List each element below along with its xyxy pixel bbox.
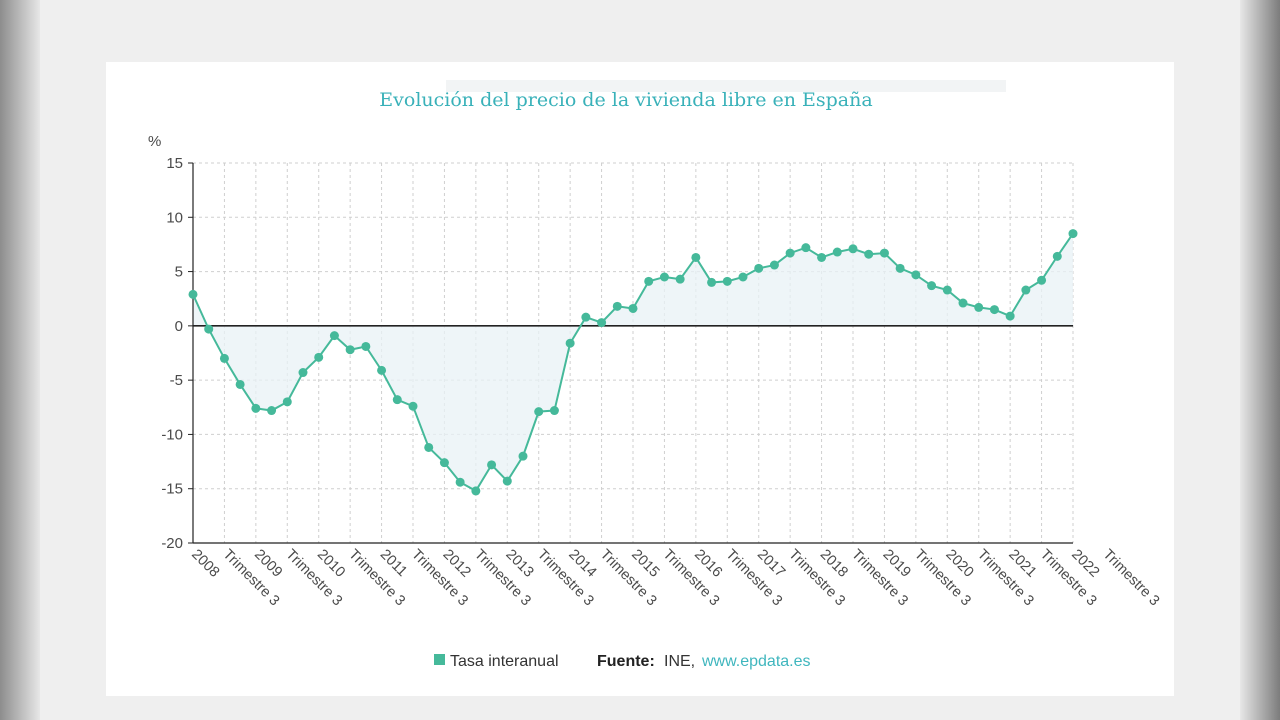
data-point[interactable] bbox=[942, 285, 952, 295]
y-tick-label: 15 bbox=[166, 155, 183, 172]
data-point[interactable] bbox=[314, 352, 324, 362]
data-point[interactable] bbox=[1068, 229, 1078, 239]
y-tick-label: -20 bbox=[161, 535, 183, 552]
y-tick-label: -10 bbox=[161, 426, 183, 443]
data-point[interactable] bbox=[644, 276, 654, 286]
data-point[interactable] bbox=[785, 248, 795, 258]
data-point[interactable] bbox=[989, 305, 999, 315]
y-tick-label: 0 bbox=[175, 318, 183, 335]
data-point[interactable] bbox=[1037, 275, 1047, 285]
data-point[interactable] bbox=[974, 302, 984, 312]
data-point[interactable] bbox=[832, 247, 842, 257]
data-point[interactable] bbox=[455, 477, 465, 487]
y-tick-label: -5 bbox=[170, 372, 183, 389]
data-point[interactable] bbox=[848, 244, 858, 254]
data-point[interactable] bbox=[738, 272, 748, 282]
y-tick-label: 5 bbox=[175, 264, 183, 281]
x-tick-label: 2008 bbox=[188, 547, 222, 581]
data-point[interactable] bbox=[204, 324, 214, 334]
area-under-line bbox=[193, 233, 1073, 491]
data-point[interactable] bbox=[707, 277, 717, 287]
data-point[interactable] bbox=[188, 289, 198, 299]
data-point[interactable] bbox=[549, 406, 559, 416]
data-point[interactable] bbox=[1021, 285, 1031, 295]
data-point[interactable] bbox=[298, 368, 308, 378]
data-point[interactable] bbox=[722, 276, 732, 286]
data-point[interactable] bbox=[424, 442, 434, 452]
data-point[interactable] bbox=[581, 312, 591, 322]
data-point[interactable] bbox=[628, 303, 638, 313]
data-point[interactable] bbox=[361, 341, 371, 351]
data-point[interactable] bbox=[612, 301, 622, 311]
data-point[interactable] bbox=[219, 353, 229, 363]
card-top-strip bbox=[446, 80, 1006, 92]
data-point[interactable] bbox=[345, 345, 355, 355]
data-point[interactable] bbox=[597, 318, 607, 328]
data-point[interactable] bbox=[267, 406, 277, 416]
data-point[interactable] bbox=[487, 460, 497, 470]
legend-swatch bbox=[434, 654, 445, 665]
legend: Tasa interanual Fuente: INE, www.epdata.… bbox=[434, 653, 811, 670]
data-point[interactable] bbox=[958, 298, 968, 308]
data-point[interactable] bbox=[879, 248, 889, 258]
legend-source-label: Fuente: bbox=[597, 653, 655, 670]
y-tick-label: -15 bbox=[161, 481, 183, 498]
data-point[interactable] bbox=[1052, 251, 1062, 261]
data-point[interactable] bbox=[691, 252, 701, 262]
axes bbox=[192, 163, 1073, 544]
data-point[interactable] bbox=[235, 379, 245, 389]
data-point[interactable] bbox=[895, 263, 905, 273]
data-point[interactable] bbox=[518, 451, 528, 461]
data-point[interactable] bbox=[377, 365, 387, 375]
source-link[interactable]: www.epdata.es bbox=[701, 653, 811, 670]
y-axis-unit-label: % bbox=[148, 133, 161, 150]
grid-lines bbox=[192, 162, 1074, 544]
data-point[interactable] bbox=[659, 272, 669, 282]
data-point[interactable] bbox=[408, 401, 418, 411]
data-point[interactable] bbox=[502, 476, 512, 486]
data-point[interactable] bbox=[251, 403, 261, 413]
data-point[interactable] bbox=[801, 243, 811, 253]
data-point[interactable] bbox=[927, 281, 937, 291]
data-point[interactable] bbox=[282, 397, 292, 407]
data-point[interactable] bbox=[565, 338, 575, 348]
chart-title: Evolución del precio de la vivienda libr… bbox=[379, 89, 872, 111]
x-tick-label: Trimestre 3 bbox=[1100, 547, 1163, 610]
area-fill bbox=[193, 233, 1073, 491]
data-point[interactable] bbox=[329, 331, 339, 341]
data-point[interactable] bbox=[754, 263, 764, 273]
data-point[interactable] bbox=[911, 270, 921, 280]
data-point[interactable] bbox=[534, 407, 544, 417]
left-vignette bbox=[0, 0, 40, 720]
data-point[interactable] bbox=[392, 395, 402, 405]
data-point[interactable] bbox=[1005, 311, 1015, 321]
data-point[interactable] bbox=[439, 458, 449, 468]
y-tick-label: 10 bbox=[166, 209, 183, 226]
legend-series-label: Tasa interanual bbox=[450, 653, 559, 670]
data-point[interactable] bbox=[769, 260, 779, 270]
right-vignette bbox=[1240, 0, 1280, 720]
data-point[interactable] bbox=[675, 274, 685, 284]
legend-source-name: INE, bbox=[664, 653, 695, 670]
data-point[interactable] bbox=[471, 486, 481, 496]
y-tick-labels: 15 10 5 0 -5 -10 -15 -20 bbox=[161, 155, 193, 552]
data-point[interactable] bbox=[864, 249, 874, 259]
series-points bbox=[188, 229, 1078, 496]
data-point[interactable] bbox=[817, 252, 827, 262]
